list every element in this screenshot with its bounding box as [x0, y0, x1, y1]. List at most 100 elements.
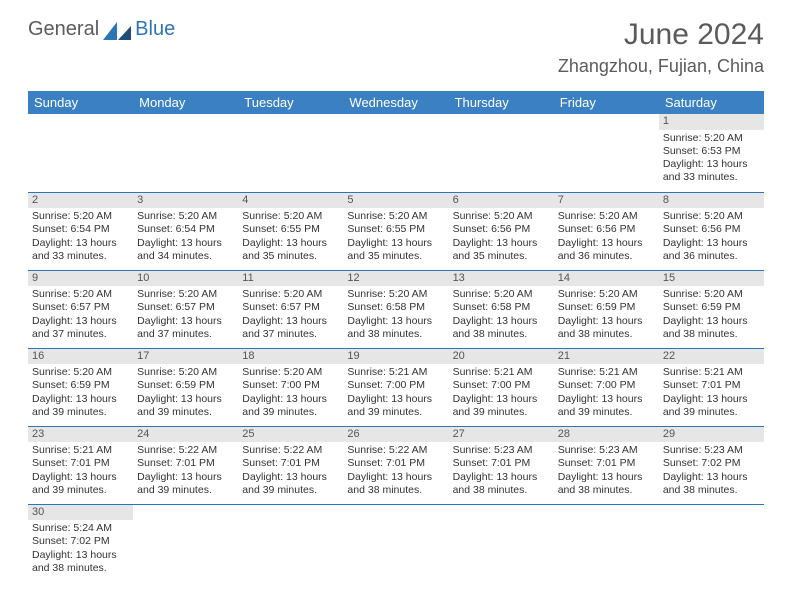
- sunset-line: Sunset: 6:59 PM: [32, 379, 129, 392]
- weekday-tuesday: Tuesday: [238, 91, 343, 114]
- sunrise-line: Sunrise: 5:22 AM: [242, 444, 339, 457]
- sunrise-line: Sunrise: 5:20 AM: [32, 210, 129, 223]
- calendar-cell: 18Sunrise: 5:20 AMSunset: 7:00 PMDayligh…: [238, 348, 343, 426]
- daylight-line: Daylight: 13 hours and 39 minutes.: [242, 471, 339, 497]
- daylight-line: Daylight: 13 hours and 36 minutes.: [558, 237, 655, 263]
- sunset-line: Sunset: 6:56 PM: [558, 223, 655, 236]
- daylight-line: Daylight: 13 hours and 35 minutes.: [242, 237, 339, 263]
- calendar-cell: 4Sunrise: 5:20 AMSunset: 6:55 PMDaylight…: [238, 192, 343, 270]
- sunset-line: Sunset: 7:00 PM: [453, 379, 550, 392]
- day-details: Sunrise: 5:20 AMSunset: 6:57 PMDaylight:…: [238, 286, 343, 345]
- weekday-saturday: Saturday: [659, 91, 764, 114]
- day-details: Sunrise: 5:21 AMSunset: 7:00 PMDaylight:…: [554, 364, 659, 423]
- calendar-cell: [133, 114, 238, 192]
- calendar-cell: 15Sunrise: 5:20 AMSunset: 6:59 PMDayligh…: [659, 270, 764, 348]
- daylight-line: Daylight: 13 hours and 33 minutes.: [663, 158, 760, 184]
- sunrise-line: Sunrise: 5:22 AM: [137, 444, 234, 457]
- calendar-cell: 22Sunrise: 5:21 AMSunset: 7:01 PMDayligh…: [659, 348, 764, 426]
- calendar-cell: 27Sunrise: 5:23 AMSunset: 7:01 PMDayligh…: [449, 426, 554, 504]
- calendar-cell: 6Sunrise: 5:20 AMSunset: 6:56 PMDaylight…: [449, 192, 554, 270]
- day-details: Sunrise: 5:20 AMSunset: 7:00 PMDaylight:…: [238, 364, 343, 423]
- day-details: Sunrise: 5:21 AMSunset: 7:00 PMDaylight:…: [449, 364, 554, 423]
- sunset-line: Sunset: 6:58 PM: [347, 301, 444, 314]
- brand-logo: General Blue: [28, 18, 175, 41]
- daylight-line: Daylight: 13 hours and 39 minutes.: [32, 471, 129, 497]
- sunset-line: Sunset: 7:01 PM: [347, 457, 444, 470]
- day-number: 2: [28, 193, 133, 209]
- day-number: 24: [133, 427, 238, 443]
- day-details: Sunrise: 5:21 AMSunset: 7:01 PMDaylight:…: [28, 442, 133, 501]
- day-number: 16: [28, 349, 133, 365]
- calendar-body: 1Sunrise: 5:20 AMSunset: 6:53 PMDaylight…: [28, 114, 764, 582]
- daylight-line: Daylight: 13 hours and 36 minutes.: [663, 237, 760, 263]
- sunset-line: Sunset: 6:59 PM: [558, 301, 655, 314]
- day-details: Sunrise: 5:20 AMSunset: 6:58 PMDaylight:…: [343, 286, 448, 345]
- daylight-line: Daylight: 13 hours and 38 minutes.: [453, 471, 550, 497]
- sunrise-line: Sunrise: 5:20 AM: [347, 288, 444, 301]
- weekday-monday: Monday: [133, 91, 238, 114]
- day-details: Sunrise: 5:20 AMSunset: 6:56 PMDaylight:…: [449, 208, 554, 267]
- sunrise-line: Sunrise: 5:20 AM: [137, 288, 234, 301]
- sunrise-line: Sunrise: 5:22 AM: [347, 444, 444, 457]
- day-details: Sunrise: 5:23 AMSunset: 7:01 PMDaylight:…: [449, 442, 554, 501]
- sunset-line: Sunset: 7:01 PM: [32, 457, 129, 470]
- calendar-cell: 29Sunrise: 5:23 AMSunset: 7:02 PMDayligh…: [659, 426, 764, 504]
- sunrise-line: Sunrise: 5:20 AM: [32, 366, 129, 379]
- calendar-cell: [659, 504, 764, 582]
- daylight-line: Daylight: 13 hours and 39 minutes.: [558, 393, 655, 419]
- day-number: 29: [659, 427, 764, 443]
- calendar-cell: 2Sunrise: 5:20 AMSunset: 6:54 PMDaylight…: [28, 192, 133, 270]
- day-number: 13: [449, 271, 554, 287]
- day-details: Sunrise: 5:22 AMSunset: 7:01 PMDaylight:…: [343, 442, 448, 501]
- day-details: Sunrise: 5:21 AMSunset: 7:01 PMDaylight:…: [659, 364, 764, 423]
- sunrise-line: Sunrise: 5:20 AM: [242, 210, 339, 223]
- calendar-cell: 5Sunrise: 5:20 AMSunset: 6:55 PMDaylight…: [343, 192, 448, 270]
- calendar-cell: 17Sunrise: 5:20 AMSunset: 6:59 PMDayligh…: [133, 348, 238, 426]
- calendar-row: 16Sunrise: 5:20 AMSunset: 6:59 PMDayligh…: [28, 348, 764, 426]
- day-number: 14: [554, 271, 659, 287]
- day-details: Sunrise: 5:20 AMSunset: 6:59 PMDaylight:…: [133, 364, 238, 423]
- brand-text-blue: Blue: [135, 18, 175, 41]
- sunset-line: Sunset: 6:54 PM: [137, 223, 234, 236]
- day-details: Sunrise: 5:20 AMSunset: 6:59 PMDaylight:…: [28, 364, 133, 423]
- sunrise-line: Sunrise: 5:20 AM: [663, 132, 760, 145]
- calendar-cell: [343, 114, 448, 192]
- calendar-row: 2Sunrise: 5:20 AMSunset: 6:54 PMDaylight…: [28, 192, 764, 270]
- sunrise-line: Sunrise: 5:23 AM: [558, 444, 655, 457]
- calendar-cell: [133, 504, 238, 582]
- daylight-line: Daylight: 13 hours and 37 minutes.: [242, 315, 339, 341]
- day-number: 18: [238, 349, 343, 365]
- calendar-cell: 8Sunrise: 5:20 AMSunset: 6:56 PMDaylight…: [659, 192, 764, 270]
- sunrise-line: Sunrise: 5:20 AM: [32, 288, 129, 301]
- daylight-line: Daylight: 13 hours and 39 minutes.: [242, 393, 339, 419]
- calendar-cell: 12Sunrise: 5:20 AMSunset: 6:58 PMDayligh…: [343, 270, 448, 348]
- daylight-line: Daylight: 13 hours and 39 minutes.: [137, 393, 234, 419]
- calendar-cell: 23Sunrise: 5:21 AMSunset: 7:01 PMDayligh…: [28, 426, 133, 504]
- sunset-line: Sunset: 7:01 PM: [558, 457, 655, 470]
- sunrise-line: Sunrise: 5:21 AM: [347, 366, 444, 379]
- sunset-line: Sunset: 6:53 PM: [663, 145, 760, 158]
- day-details: Sunrise: 5:20 AMSunset: 6:53 PMDaylight:…: [659, 130, 764, 189]
- sunrise-line: Sunrise: 5:20 AM: [137, 210, 234, 223]
- sunset-line: Sunset: 6:57 PM: [137, 301, 234, 314]
- daylight-line: Daylight: 13 hours and 37 minutes.: [137, 315, 234, 341]
- calendar-cell: 9Sunrise: 5:20 AMSunset: 6:57 PMDaylight…: [28, 270, 133, 348]
- sunrise-line: Sunrise: 5:21 AM: [32, 444, 129, 457]
- calendar-cell: 21Sunrise: 5:21 AMSunset: 7:00 PMDayligh…: [554, 348, 659, 426]
- calendar-cell: [238, 504, 343, 582]
- day-details: Sunrise: 5:23 AMSunset: 7:01 PMDaylight:…: [554, 442, 659, 501]
- sunset-line: Sunset: 6:55 PM: [242, 223, 339, 236]
- day-number: 20: [449, 349, 554, 365]
- calendar-table: Sunday Monday Tuesday Wednesday Thursday…: [28, 91, 764, 582]
- calendar-cell: 30Sunrise: 5:24 AMSunset: 7:02 PMDayligh…: [28, 504, 133, 582]
- sunset-line: Sunset: 7:00 PM: [242, 379, 339, 392]
- day-number: 11: [238, 271, 343, 287]
- title-block: June 2024 Zhangzhou, Fujian, China: [558, 18, 764, 77]
- day-details: Sunrise: 5:20 AMSunset: 6:56 PMDaylight:…: [659, 208, 764, 267]
- day-number: 7: [554, 193, 659, 209]
- day-details: Sunrise: 5:20 AMSunset: 6:59 PMDaylight:…: [659, 286, 764, 345]
- sunset-line: Sunset: 6:57 PM: [242, 301, 339, 314]
- calendar-cell: [449, 504, 554, 582]
- sunset-line: Sunset: 7:01 PM: [242, 457, 339, 470]
- calendar-row: 30Sunrise: 5:24 AMSunset: 7:02 PMDayligh…: [28, 504, 764, 582]
